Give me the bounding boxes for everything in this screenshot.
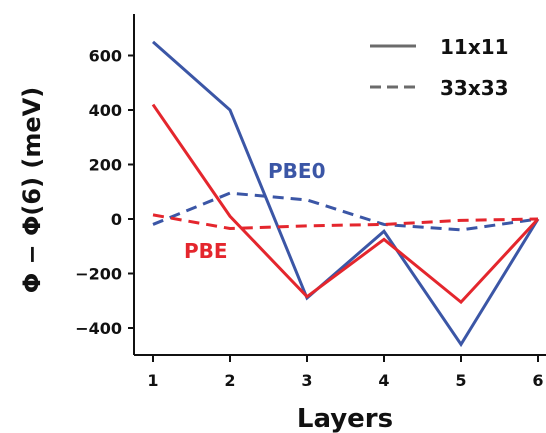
x-tick-label: 5 xyxy=(455,371,466,390)
y-tick-label: 600 xyxy=(89,47,122,66)
x-tick-label: 4 xyxy=(378,371,389,390)
series-line-pbe-11x11 xyxy=(151,103,540,305)
series-line-pbe0-33x33 xyxy=(152,191,539,232)
series-line-pbe-33x33 xyxy=(152,213,539,231)
y-ticks: −400 −200 0 200 400 600 xyxy=(75,47,134,338)
y-tick-label: 200 xyxy=(89,156,122,175)
y-tick-label: 0 xyxy=(111,210,122,229)
legend: 11x11 33x33 xyxy=(370,35,509,100)
y-tick-label: 400 xyxy=(89,101,122,120)
x-axis-label: Layers xyxy=(297,404,393,433)
x-tick-label: 3 xyxy=(301,371,312,390)
series-line-pbe0-11x11 xyxy=(152,40,540,348)
series-layer xyxy=(151,40,540,348)
legend-label-33x33: 33x33 xyxy=(440,76,509,100)
x-tick-label: 2 xyxy=(224,371,235,390)
x-ticks: 1 2 3 4 5 6 xyxy=(147,355,544,390)
y-tick-label: −200 xyxy=(75,265,122,284)
x-tick-label: 6 xyxy=(532,371,543,390)
annotation-pbe0: PBE0 xyxy=(268,159,325,183)
y-axis-label: Φ − Φ(6) (meV) xyxy=(18,87,46,293)
x-tick-label: 1 xyxy=(147,371,158,390)
legend-label-11x11: 11x11 xyxy=(440,35,509,59)
y-tick-label: −400 xyxy=(75,319,122,338)
annotation-pbe: PBE xyxy=(184,239,228,263)
